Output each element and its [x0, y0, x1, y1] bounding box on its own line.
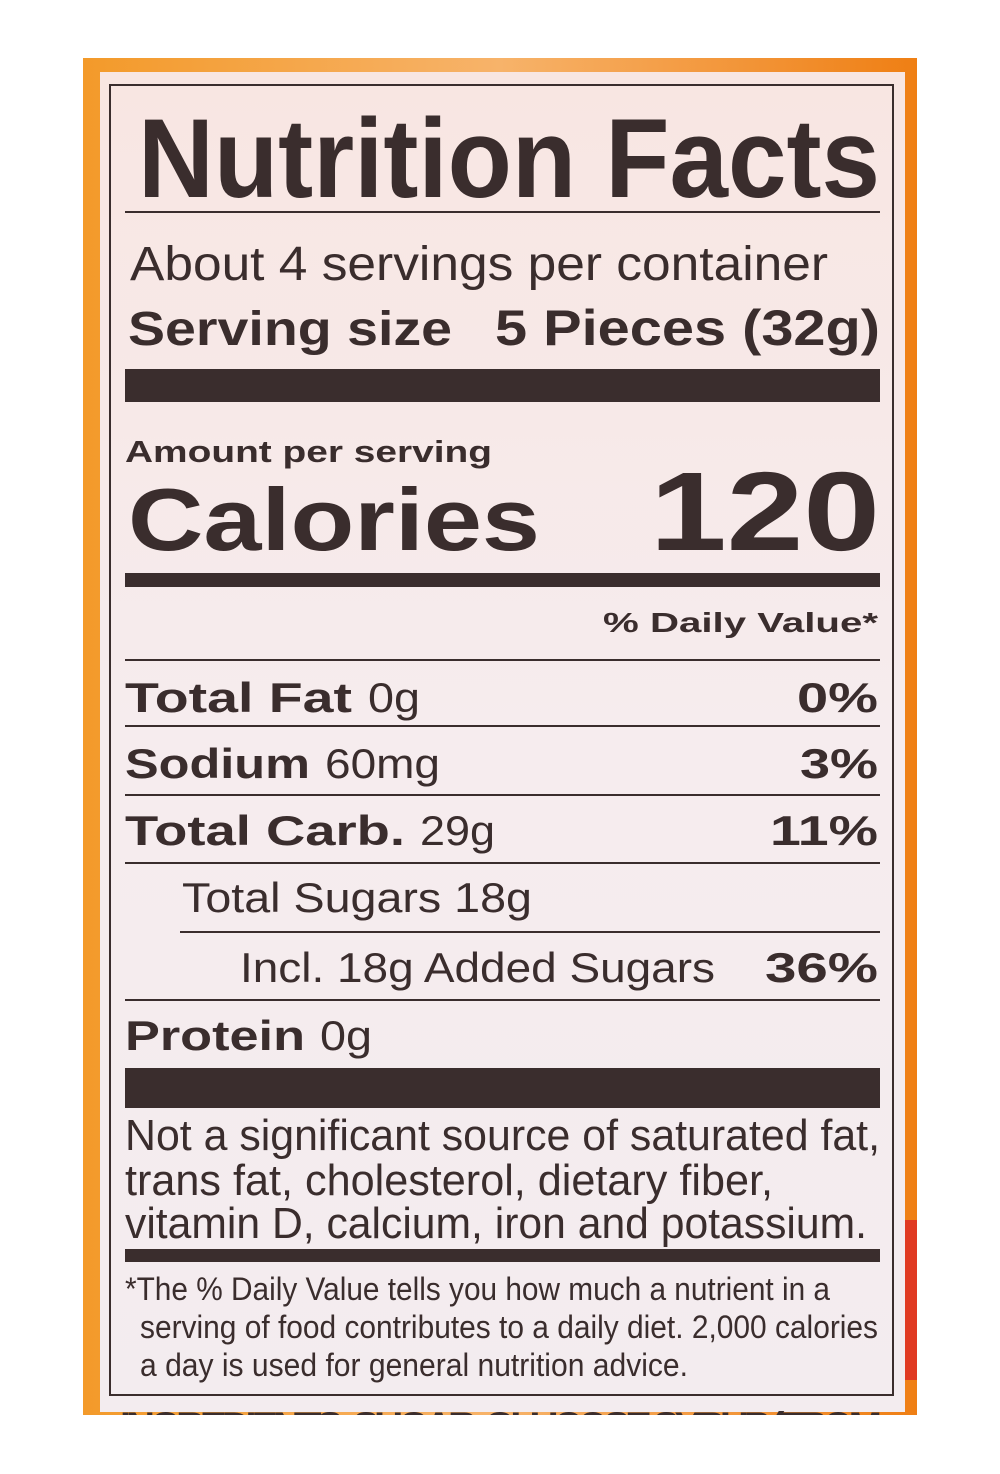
calories-label: Calories	[128, 470, 540, 569]
nutrient-amount: 60mg	[325, 740, 440, 787]
statement-line: Not a significant source of saturated fa…	[125, 1111, 880, 1160]
daily-value-header: % Daily Value*	[603, 607, 878, 638]
divider	[125, 862, 880, 864]
servings-per-container: About 4 servings per container	[130, 238, 828, 291]
nutrient-row-added-sugars: Incl. 18g Added Sugars 36%	[240, 944, 878, 991]
thick-bar	[125, 1068, 880, 1108]
ingredients-partial: INGREDIENTS: SUGAR, GLUCOSE SYRUP (FROM	[120, 1405, 882, 1449]
nutrient-row-total-carb: Total Carb. 29g 11%	[125, 807, 878, 854]
nutrient-dv: 0%	[797, 674, 878, 721]
nutrient-name: Total Fat	[125, 674, 352, 721]
amount-per-serving: Amount per serving	[125, 434, 492, 469]
nutrient-name: Protein	[125, 1012, 305, 1059]
nutrient-row-protein: Protein 0g	[125, 1012, 372, 1059]
daily-value-footnote: *The % Daily Value tells you how much a …	[125, 1271, 878, 1383]
statement-line: trans fat, cholesterol, dietary fiber,	[125, 1156, 773, 1205]
divider	[125, 211, 880, 213]
nutrient-dv: 36%	[765, 944, 878, 991]
label-panel	[100, 72, 905, 1412]
nutrient-amount: 0g	[320, 1012, 372, 1059]
thick-bar	[125, 369, 880, 402]
nutrient-row-total-fat: Total Fat 0g 0%	[125, 674, 878, 721]
label-title: Nutrition Facts	[138, 96, 880, 221]
nutrient-row-sodium: Sodium 60mg 3%	[125, 740, 878, 787]
nutrient-name: Sodium	[125, 740, 310, 787]
divider	[125, 725, 880, 727]
medium-bar	[125, 1249, 880, 1262]
not-significant-statement: Not a significant source of saturated fa…	[125, 1111, 880, 1248]
label-border	[109, 84, 894, 1396]
nutrient-dv: 3%	[800, 740, 878, 787]
divider	[180, 931, 880, 933]
calories-value: 120	[650, 449, 880, 574]
medium-bar	[125, 573, 880, 587]
nutrient-name: Incl. 18g Added Sugars	[240, 944, 715, 991]
nutrient-dv: 11%	[770, 807, 878, 854]
footnote-line: a day is used for general nutrition advi…	[140, 1347, 688, 1383]
divider	[125, 999, 880, 1001]
divider	[125, 659, 880, 661]
serving-size-value: 5 Pieces (32g)	[495, 300, 880, 356]
nutrient-amount: 0g	[368, 674, 420, 721]
nutrient-name: Total Carb.	[125, 807, 405, 854]
statement-line: vitamin D, calcium, iron and potassium.	[125, 1199, 867, 1248]
footnote-line: serving of food contributes to a daily d…	[140, 1309, 878, 1345]
nutrient-row-total-sugars: Total Sugars 18g	[182, 874, 532, 921]
serving-size-label: Serving size	[128, 303, 452, 356]
nutrient-amount: 29g	[420, 807, 495, 854]
divider	[125, 794, 880, 796]
footnote-line: *The % Daily Value tells you how much a …	[125, 1271, 830, 1307]
